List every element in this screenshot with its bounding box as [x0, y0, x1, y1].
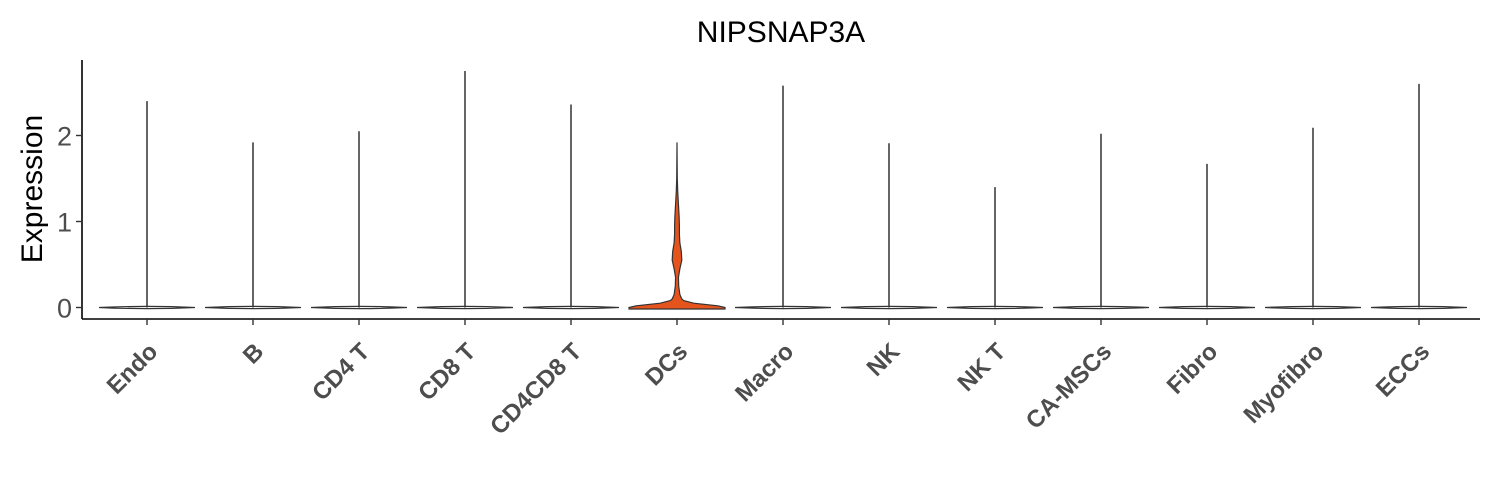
chart-title: NIPSNAP3A: [697, 16, 865, 49]
x-tick-label: NK: [862, 338, 906, 382]
violin-body: [628, 142, 726, 310]
violin-macro: [734, 85, 832, 310]
violin-fibro: [1158, 163, 1256, 310]
x-tick-label: CA-MSCs: [1021, 338, 1117, 434]
violin-ca-mscs: [1052, 133, 1150, 310]
y-axis-ticks: 0 1 2: [57, 122, 82, 324]
violin-nk: [840, 143, 938, 310]
violin-endo: [98, 101, 196, 310]
x-tick-label: Fibro: [1162, 338, 1224, 400]
violin-b: [204, 142, 302, 310]
violin-nk-t: [946, 187, 1044, 310]
x-tick-label: Endo: [102, 338, 164, 400]
y-tick-label: 0: [57, 294, 72, 324]
violin-cd8-t: [416, 71, 514, 310]
x-tick-label: DCs: [640, 338, 693, 391]
x-tick-label: ECCs: [1371, 338, 1435, 402]
plot-area: [98, 71, 1468, 310]
x-tick-label: CD8 T: [413, 338, 481, 406]
x-tick-label: CD4CD8 T: [485, 338, 587, 440]
violin-cd4cd8-t: [522, 104, 620, 310]
violin-cd4-t: [310, 131, 408, 310]
x-tick-label: Macro: [730, 338, 799, 407]
x-axis-ticks: Endo B CD4 T CD8 T CD4CD8 T DCs Macro NK NK T CA-…: [102, 319, 1435, 440]
violin-eccs: [1370, 83, 1468, 310]
y-tick-label: 1: [57, 208, 72, 238]
x-tick-label: CD4 T: [307, 338, 375, 406]
x-tick-label: NK T: [953, 338, 1012, 397]
x-tick-label: Myofibro: [1239, 338, 1330, 429]
y-tick-label: 2: [57, 122, 72, 152]
x-tick-label: B: [238, 338, 269, 369]
violin-myofibro: [1264, 127, 1362, 310]
violin-dcs: [628, 142, 726, 310]
y-axis-label: Expression: [16, 115, 49, 263]
